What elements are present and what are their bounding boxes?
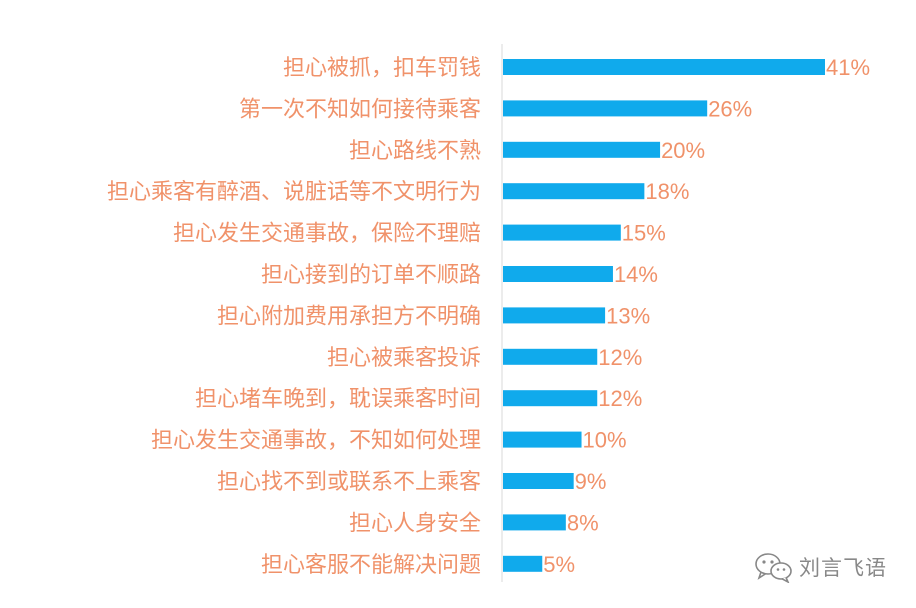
category-label-13: 担心客服不能解决问题	[261, 553, 481, 578]
bar-3	[503, 141, 661, 158]
category-label-10: 担心发生交通事故，不知如何处理	[151, 429, 481, 454]
category-label-2: 第一次不知如何接待乘客	[239, 97, 481, 122]
category-label-9: 担心堵车晚到，耽误乘客时间	[195, 387, 481, 412]
category-label-1: 担心被抓，扣车罚钱	[283, 56, 481, 81]
value-label-1: 41%	[826, 55, 870, 80]
value-label-6: 14%	[614, 262, 658, 287]
bar-7	[503, 307, 606, 324]
value-label-3: 20%	[661, 138, 705, 163]
category-label-4: 担心乘客有醉酒、说脏话等不文明行为	[107, 180, 481, 205]
bar-11	[503, 473, 574, 489]
value-label-8: 12%	[598, 345, 642, 370]
category-label-3: 担心路线不熟	[349, 139, 481, 164]
watermark: 刘言飞语	[753, 550, 887, 584]
value-labels-group: 41% 26%20% 18% 15% 14% 13% 12% 12% 10% 9% 8% 5%	[543, 55, 870, 577]
value-label-12: 8%	[567, 510, 599, 535]
value-label-7: 13%	[606, 303, 650, 328]
bar-2	[503, 100, 708, 117]
category-label-8: 担心被乘客投诉	[327, 346, 481, 371]
bar-10	[503, 431, 582, 448]
value-label-5: 15%	[622, 221, 666, 246]
category-label-12: 担心人身安全	[349, 511, 481, 536]
category-label-6: 担心接到的订单不顺路	[261, 263, 481, 288]
bar-1	[503, 59, 825, 75]
bar-12	[503, 514, 566, 531]
value-label-10: 10%	[583, 428, 627, 453]
bar-8	[503, 348, 598, 365]
bars-group	[503, 59, 825, 572]
value-label-11: 9%	[575, 469, 607, 494]
value-label-13: 5%	[543, 552, 575, 577]
bar-5	[503, 224, 621, 241]
category-label-11: 担心找不到或联系不上乘客	[217, 470, 481, 495]
bar-6	[503, 266, 613, 282]
bar-9	[503, 390, 598, 407]
bar-13	[503, 555, 543, 572]
watermark-text: 刘言飞语	[799, 556, 887, 580]
value-label-4: 18%	[645, 179, 689, 204]
bar-4	[503, 183, 645, 200]
category-labels-group: 担心被抓，扣车罚钱第一次不知如何接待乘客担心路线不熟担心乘客有醉酒、说脏话等不文…	[107, 56, 481, 578]
value-label-9: 12%	[598, 386, 642, 411]
category-label-7: 担心附加费用承担方不明确	[217, 304, 481, 329]
wechat-icon	[755, 553, 792, 583]
category-label-5: 担心发生交通事故，保险不理赔	[173, 222, 481, 247]
value-label-2: 26%	[708, 96, 752, 121]
